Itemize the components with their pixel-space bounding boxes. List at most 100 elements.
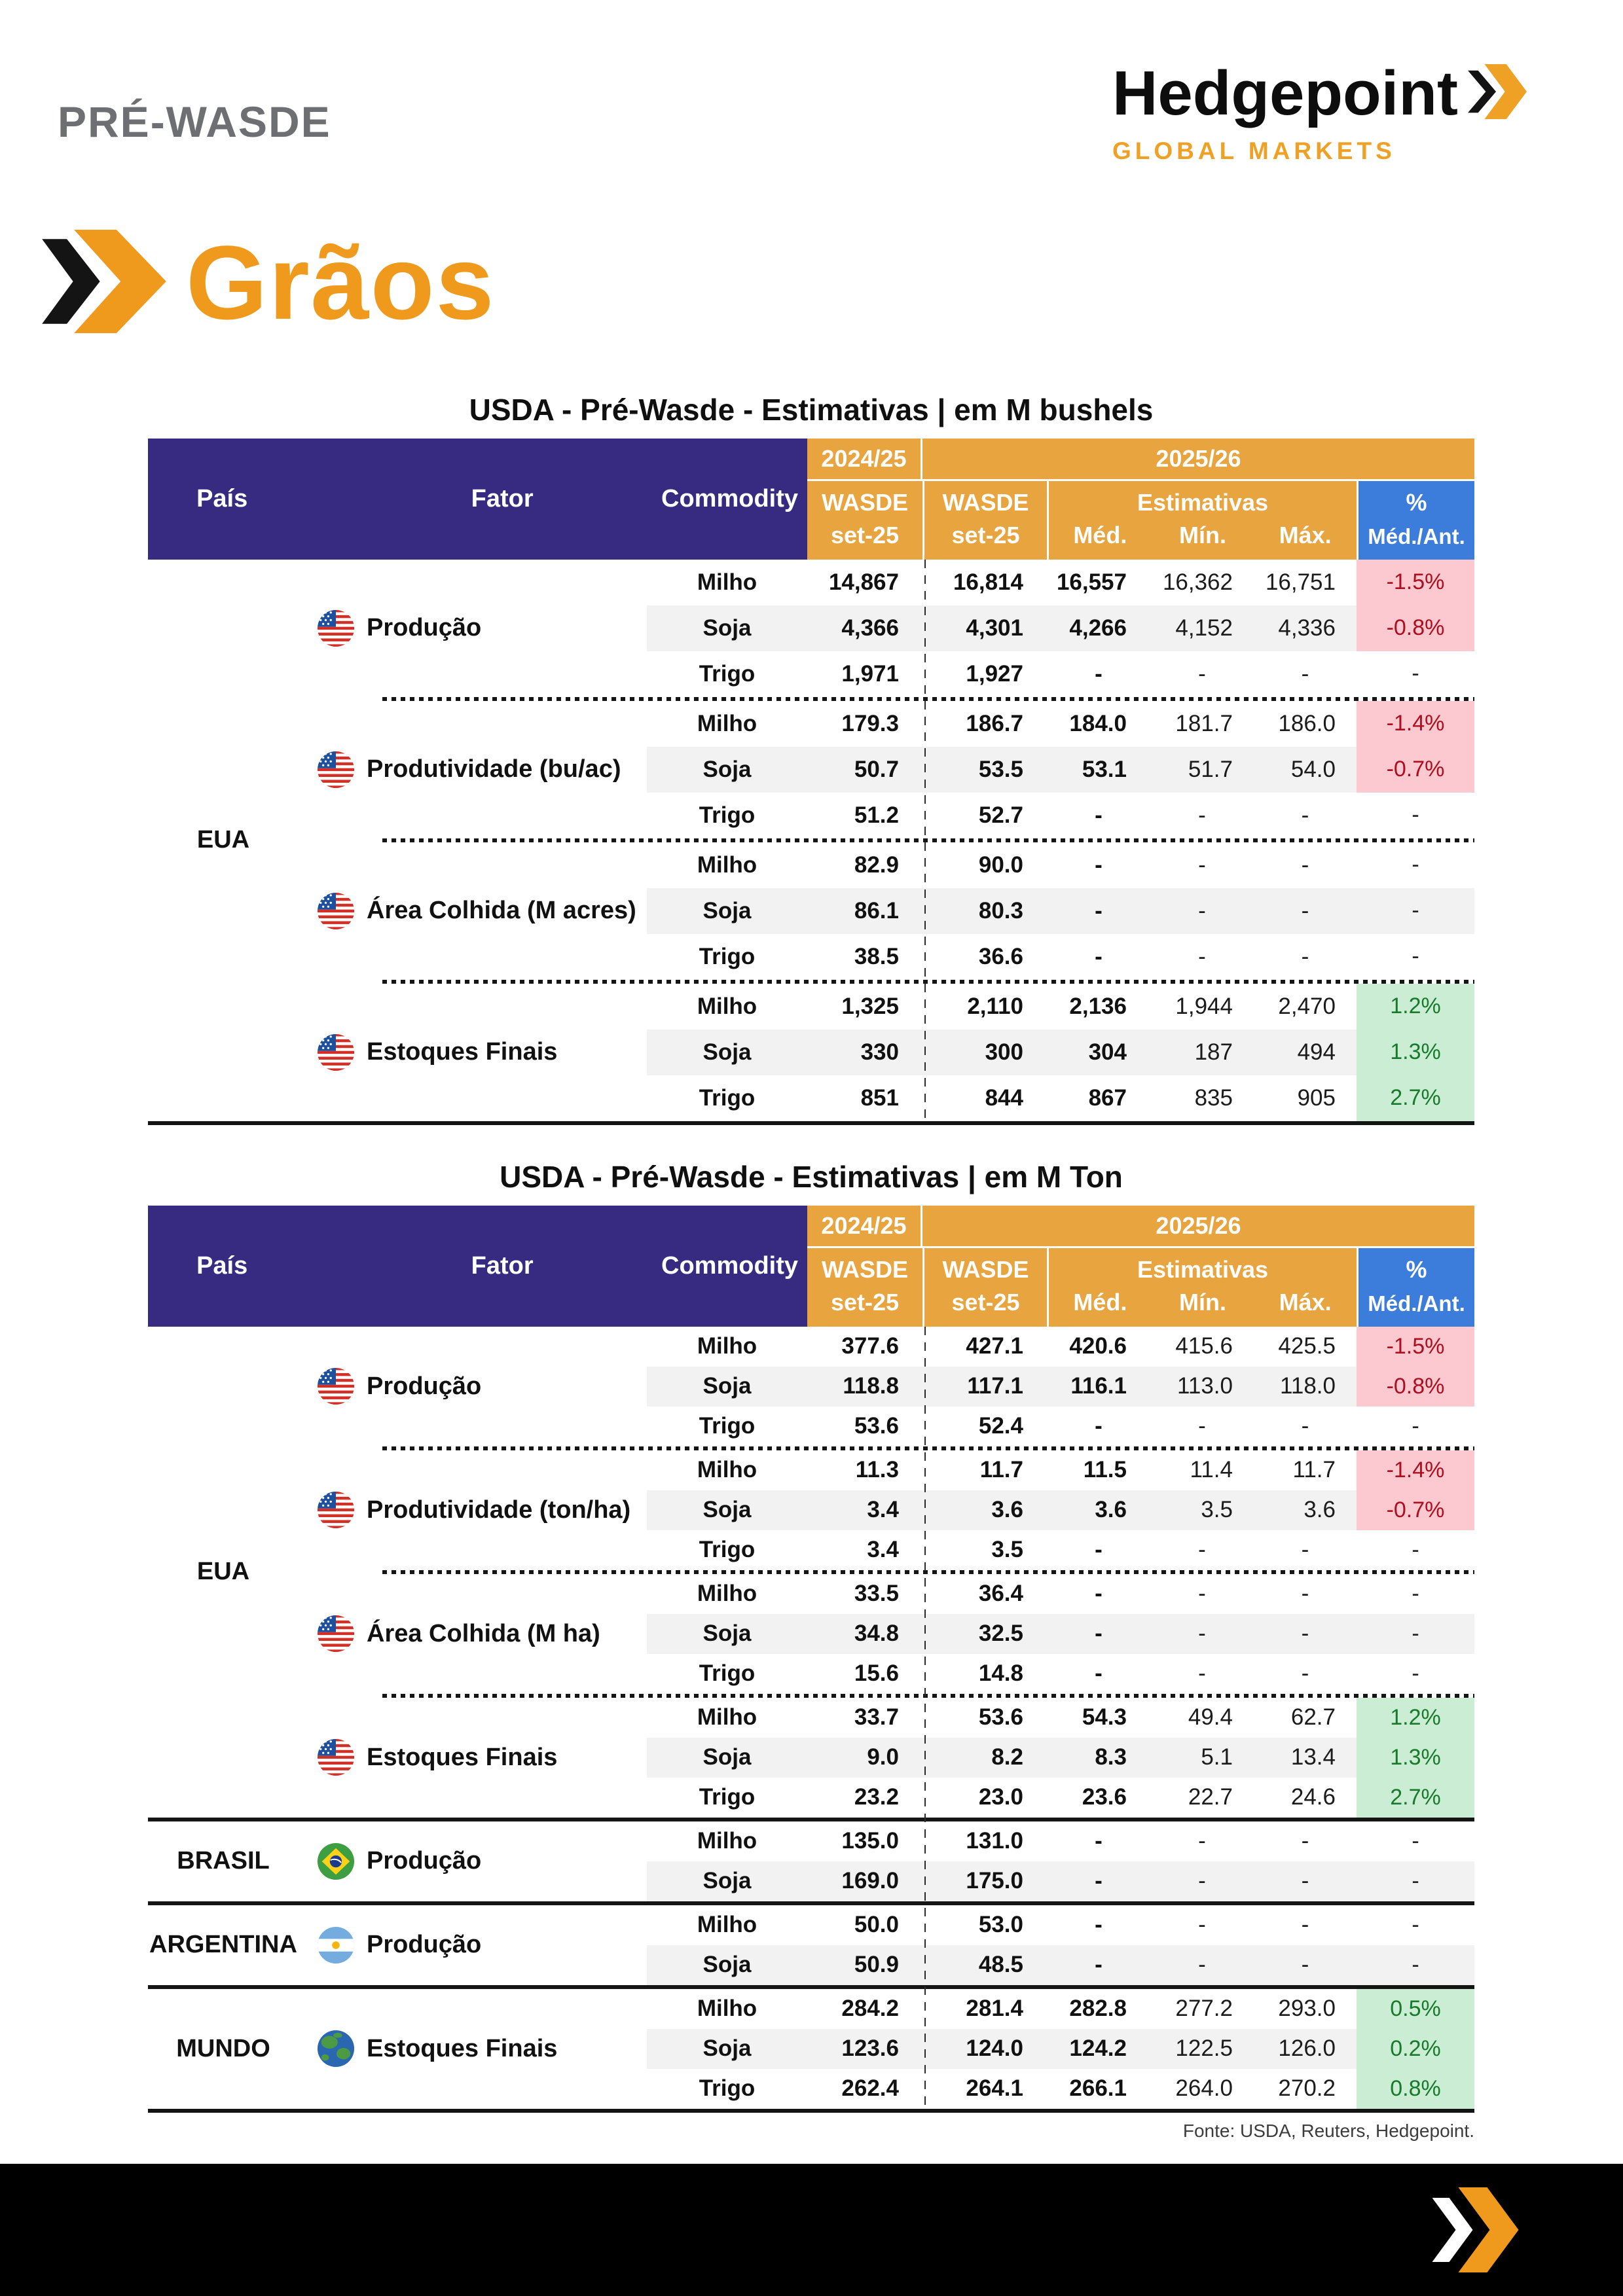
wasde-prev-cell: 34.8	[807, 1613, 922, 1654]
brand-name: Hedgepoint	[1112, 58, 1458, 128]
header-pais: País	[196, 1251, 248, 1280]
footer-double-chevron-icon	[1431, 2187, 1532, 2276]
pct-cell: -	[1357, 1861, 1474, 1901]
factor-group: Área Colhida (M ha) Milho 33.5 36.4- - - - Soja…	[148, 1574, 1474, 1694]
pct-cell: -	[1412, 1660, 1419, 1686]
group-separator	[382, 979, 1474, 984]
commodity-cell: Trigo	[699, 660, 756, 687]
max-cell: 186.0	[1278, 710, 1336, 736]
us-flag-icon	[317, 892, 355, 929]
group-separator	[382, 696, 1474, 701]
factor-group: Produção Milho 50.0 53.0- - - - Soja 50.9 48.5- - -…	[148, 1905, 1474, 1985]
commodity-cell: Milho	[697, 1333, 757, 1359]
pct-cell: -1.4%	[1357, 1450, 1474, 1490]
header-fator: Fator	[471, 484, 534, 512]
factor-group: Produtividade (bu/ac) Milho 179.3 186.7 184.…	[148, 700, 1474, 838]
wasde-prev-cell: 23.2	[854, 1784, 899, 1810]
group-separator	[382, 838, 1474, 842]
commodity-cell: Trigo	[699, 802, 756, 828]
med-cell: -	[1047, 888, 1150, 934]
commodity-cell: Trigo	[699, 943, 756, 969]
pct-cell: 0.5%	[1357, 1988, 1474, 2029]
med-cell: 304	[1047, 1029, 1150, 1075]
table-row: Milho 14,867 16,814 16,557 16,362 16,751 -1.5%	[148, 559, 1474, 605]
wasde-prev-cell: 135.0	[841, 1828, 899, 1854]
page-kicker: PRÉ-WASDE	[58, 98, 331, 146]
wasde-prev-cell: 53.6	[854, 1413, 899, 1439]
wasde-next-cell: 32.5	[922, 1613, 1047, 1654]
med-cell: 11.5	[1083, 1457, 1127, 1483]
pct-cell: -0.7%	[1357, 1490, 1474, 1530]
header-percent-sub: Méd./Ant.	[1368, 524, 1465, 548]
max-cell: 16,751	[1265, 569, 1336, 595]
wasde-prev-cell: 284.2	[841, 1996, 899, 2022]
wasde-next-cell: 4,301	[922, 605, 1047, 651]
commodity-cell: Trigo	[699, 1413, 756, 1439]
pct-cell: -	[1412, 661, 1419, 687]
pct-cell: -	[1357, 888, 1474, 934]
wasde-next-cell: 80.3	[922, 888, 1047, 934]
pct-cell: -	[1412, 1413, 1419, 1439]
factor-group: Área Colhida (M acres) Milho 82.9 90.0- - - - S…	[148, 842, 1474, 980]
table-row: Trigo 262.4 264.1 266.1 264.0 270.2 0.8%	[148, 2068, 1474, 2109]
factor-label: Estoques Finais	[300, 1698, 684, 1818]
med-cell: -	[1095, 1828, 1103, 1854]
wasde-next-cell: 131.0	[966, 1828, 1023, 1854]
table-row: Trigo 15.6 14.8 - - - -	[148, 1654, 1474, 1694]
wasde-prev-cell: 11.3	[855, 1457, 899, 1483]
argentina-flag-icon	[317, 1926, 355, 1964]
max-cell: -	[1301, 943, 1309, 969]
graos-double-chevron-icon	[42, 229, 166, 336]
max-cell: 425.5	[1278, 1333, 1336, 1359]
table-row: Trigo 23.2 23.0 23.6 22.7 24.6 2.7%	[148, 1777, 1474, 1818]
min-cell: -	[1198, 1828, 1206, 1854]
dashed-column-divider	[924, 1326, 926, 2109]
us-flag-icon	[317, 1615, 355, 1653]
factor-label: Produtividade (bu/ac)	[300, 701, 684, 838]
factor-text: Produção	[367, 1847, 482, 1875]
header-med: Méd.	[1073, 1288, 1127, 1316]
factor-group: Estoques Finais Milho 1,325 2,110 2,136 1,944…	[148, 983, 1474, 1121]
med-cell: 53.1	[1047, 746, 1150, 793]
table-row: Trigo 1,971 1,927 - - - -	[148, 651, 1474, 697]
pct-cell: -	[1412, 1828, 1419, 1854]
table-header: País Fator Commodity 2024/25 2025/26 WAS…	[148, 1205, 1474, 1327]
max-cell: 54.0	[1254, 746, 1357, 793]
wasde-next-cell: 844	[985, 1085, 1023, 1111]
commodity-cell: Trigo	[699, 1085, 756, 1111]
min-cell: 22.7	[1188, 1784, 1233, 1810]
header-estimativas-label: Estimativas	[1137, 488, 1269, 516]
wasde-next-cell: 124.0	[922, 2028, 1047, 2069]
min-cell: 835	[1194, 1085, 1233, 1111]
wasde-next-cell: 16,814	[953, 569, 1023, 595]
wasde-prev-cell: 50.9	[807, 1945, 922, 1985]
wasde-next-cell: 36.4	[978, 1581, 1023, 1607]
pct-cell: -	[1357, 1613, 1474, 1654]
table-row: Trigo 851 844 867 835 905 2.7%	[148, 1075, 1474, 1121]
dashed-column-divider	[924, 559, 926, 1121]
factor-text: Estoques Finais	[367, 1743, 558, 1771]
factor-text: Estoques Finais	[367, 2034, 558, 2062]
table-row: Soja 34.8 32.5- - - -	[148, 1613, 1474, 1654]
header-wasde-next: WASDE set-25	[922, 1246, 1047, 1327]
table-row: Milho 377.6 427.1 420.6 415.6 425.5 -1.5%	[148, 1326, 1474, 1367]
factor-group: Estoques Finais Milho 33.7 53.6 54.3 49.4 62.7…	[148, 1697, 1474, 1818]
max-cell: 118.0	[1254, 1366, 1357, 1407]
table-row: Milho 179.3 186.7 184.0 181.7 186.0 -1.4%	[148, 700, 1474, 747]
header-left-block: País Fator Commodity	[148, 438, 807, 560]
min-cell: 187	[1150, 1029, 1254, 1075]
wasde-prev-cell: 4,366	[807, 605, 922, 651]
wasde-next-cell: 427.1	[966, 1333, 1023, 1359]
wasde-next-cell: 53.6	[978, 1704, 1023, 1731]
wasde-prev-cell: 1,325	[841, 993, 899, 1019]
commodity-cell: Soja	[647, 1613, 807, 1654]
table-m-bushels: USDA - Pré-Wasde - Estimativas | em M bu…	[148, 393, 1474, 1125]
wasde-next-cell: 53.5	[922, 746, 1047, 793]
factor-group: Produtividade (ton/ha) Milho 11.3 11.7 11.5 1…	[148, 1450, 1474, 1570]
header-fator: Fator	[471, 1251, 534, 1280]
us-flag-icon	[317, 609, 355, 647]
pct-cell: -1.5%	[1357, 1326, 1474, 1367]
header-percent: % Méd./Ant.	[1357, 1246, 1474, 1327]
us-flag-icon	[317, 1368, 355, 1405]
